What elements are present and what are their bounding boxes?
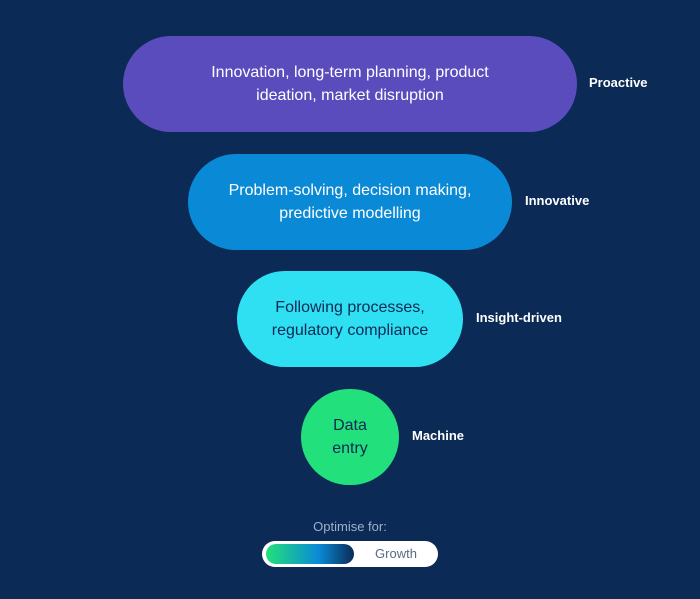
tier-proactive-text: Innovation, long-term planning, product …: [211, 64, 489, 104]
tier-insight-driven-text: Following processes, regulatory complian…: [271, 299, 429, 339]
tier-innovative-pill: Problem-solving, decision making, predic…: [188, 154, 512, 250]
legend-value: Growth: [375, 546, 417, 561]
legend-title: Optimise for:: [313, 519, 387, 534]
tier-proactive-label: Proactive: [589, 75, 648, 90]
tier-innovative-text: Problem-solving, decision making, predic…: [228, 182, 472, 222]
tier-machine-pill: Data entry: [301, 389, 399, 485]
tier-proactive-pill: Innovation, long-term planning, product …: [123, 36, 577, 132]
tier-insight-driven-pill: Following processes, regulatory complian…: [237, 271, 463, 367]
tier-innovative-label: Innovative: [525, 193, 590, 208]
tier-machine-label: Machine: [412, 428, 465, 443]
tier-insight-driven-label: Insight-driven: [476, 310, 562, 325]
legend-gradient-bar: [266, 544, 354, 564]
tier-machine-text: Data entry: [332, 417, 368, 457]
legend-scale: Growth: [262, 541, 438, 567]
